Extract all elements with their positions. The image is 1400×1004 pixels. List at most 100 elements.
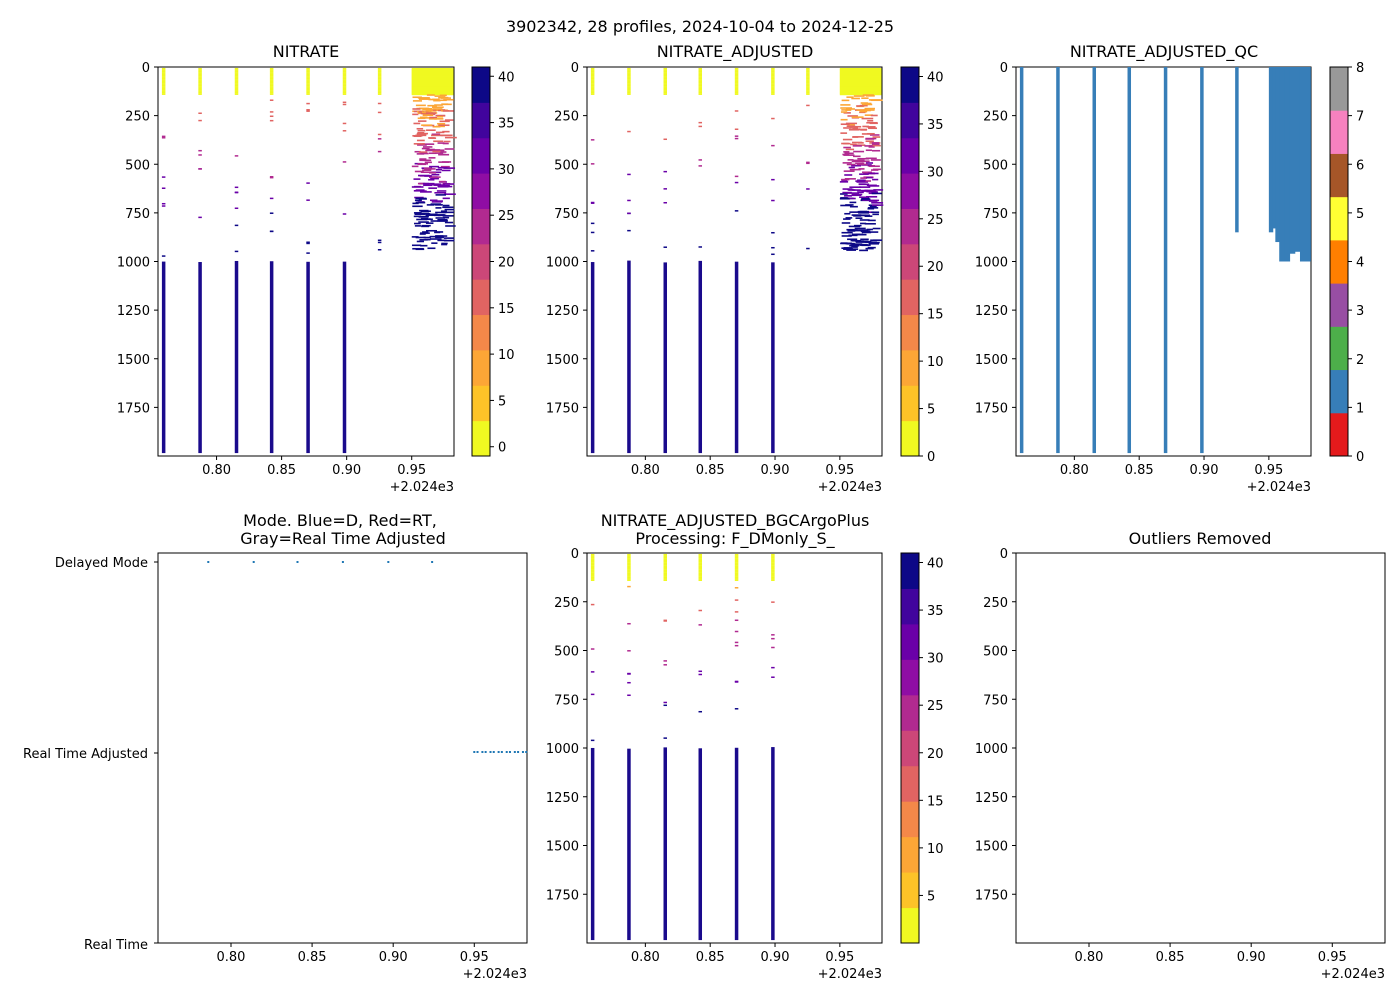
nitrate-adjusted-cell [627,70,631,72]
nitrate-cell [161,137,166,139]
nitrate-cell [442,211,454,214]
nitrate-adjusted-cell [872,136,881,138]
nitrate-cell [426,148,435,151]
nitrate-deep-profile [198,262,202,454]
qc-xtick-label: 0.90 [1190,463,1219,478]
nitrate-cell [342,79,347,81]
nitrate-adjusted-cell [590,93,595,95]
nitrate-cell [377,102,382,105]
nitrate-cell [422,159,432,162]
nitrate-adjusted-colorbar-tick-label: 5 [927,403,935,418]
nitrate-adjusted-cell [843,151,850,153]
nitrate-adjusted-ytick-label: 250 [554,110,579,125]
nitrate-cell [198,216,202,219]
nitrate-adjusted-cell [771,74,775,77]
nitrate-adjusted-cell [861,231,872,234]
nitrate-cell [198,80,202,83]
bgc-deep-profile [627,748,631,941]
nitrate-adjusted-deep-profile [663,262,668,454]
qc-ytick-label: 1500 [975,353,1008,368]
nitrate-adjusted-cell [734,92,739,94]
nitrate-adjusted-deep-profile [734,261,739,454]
bgc-cell [698,563,703,565]
nitrate-cell [421,225,430,228]
bgc-cell [663,577,668,579]
bgc-cell [663,566,668,569]
bgc-cell [698,562,703,564]
nitrate-deep-profile [306,261,310,454]
bgc-cell [734,575,739,577]
bgc-cell [663,565,668,567]
nitrate-cell [198,91,202,93]
nitrate-cell [269,72,274,74]
qc-cluster-column [1279,67,1285,262]
bgc-colorbar-segment [901,694,919,731]
nitrate-cell [198,77,202,79]
nitrate-adjusted-ytick-label: 1250 [546,304,579,319]
nitrate-adjusted-cell [698,67,703,70]
bgc-cell [627,553,631,556]
nitrate-adjusted-cell [663,74,668,77]
nitrate-adjusted-cell [840,242,851,245]
nitrate-adjusted-cell [663,80,668,83]
nitrate-cell [428,152,437,155]
nitrate-cell [161,90,166,92]
nitrate-adjusted-ytick-label: 0 [571,61,579,76]
nitrate-adjusted-cell [663,86,668,88]
bgc-cell [698,576,703,578]
nitrate-adjusted-cell [842,138,853,141]
nitrate-cell [433,149,441,151]
nitrate-adjusted-cell [840,107,852,109]
nitrate-adjusted-axes: 0.80 0.85 0.90 0.95 +2.024e3 0 250 500 750 1000 12… [546,61,883,495]
nitrate-adjusted-cell [846,125,856,127]
qc-colorbar-segment [1330,283,1348,327]
nitrate-cell [431,133,441,136]
nitrate-cell [427,247,436,250]
nitrate-cell [342,71,347,73]
mode-axes: 0.80 0.85 0.90 0.95 +2.024e3 [157,552,528,982]
nitrate-cell [413,143,425,145]
bgc-cell [734,576,739,578]
bgc-cell [627,563,631,565]
qc-profile [1200,67,1204,454]
nitrate-cell [435,236,444,239]
nitrate-adjusted-cell [858,183,866,185]
nitrate-cell [342,130,347,132]
nitrate-cell [161,73,166,76]
nitrate-adjusted-cell [848,225,861,228]
nitrate-adjusted-cell [848,234,858,237]
bgc-cell [698,558,703,560]
bgc-cell [771,559,775,562]
nitrate-cell [234,73,239,76]
qc-colorbar-tick-label: 6 [1356,158,1364,173]
nitrate-adjusted-cell [698,92,703,94]
nitrate-cell [198,92,202,94]
nitrate-cell [306,93,310,95]
nitrate-cell [420,152,429,155]
nitrate-adjusted-cell [734,181,739,184]
nitrate-adjusted-cell [698,86,703,88]
bgc-cell [663,553,668,556]
nitrate-cell [161,74,166,77]
nitrate-adjusted-cell [806,92,810,94]
nitrate-cell [424,238,431,241]
nitrate-adjusted-cell [771,78,775,80]
nitrate-cell [443,183,455,185]
nitrate-adjusted-cell [771,87,775,90]
nitrate-adjusted-cell [734,77,739,79]
nitrate-adjusted-cell [845,108,855,110]
nitrate-cell [306,88,310,91]
nitrate-adjusted-cell [627,76,631,78]
bgc-cell [590,572,595,574]
nitrate-cell [412,100,423,102]
nitrate-cell [423,184,433,187]
nitrate-adjusted-cell [698,73,703,76]
nitrate-adjusted-cell [734,85,739,87]
nitrate-adjusted-cell [866,176,873,179]
nitrate-adjusted-deep-profile [627,260,631,454]
qc-cluster-column [1289,67,1296,254]
nitrate-cell [234,88,239,91]
nitrate-adjusted-cell [734,73,739,76]
nitrate-cell [424,161,432,164]
nitrate-cell [416,240,425,243]
